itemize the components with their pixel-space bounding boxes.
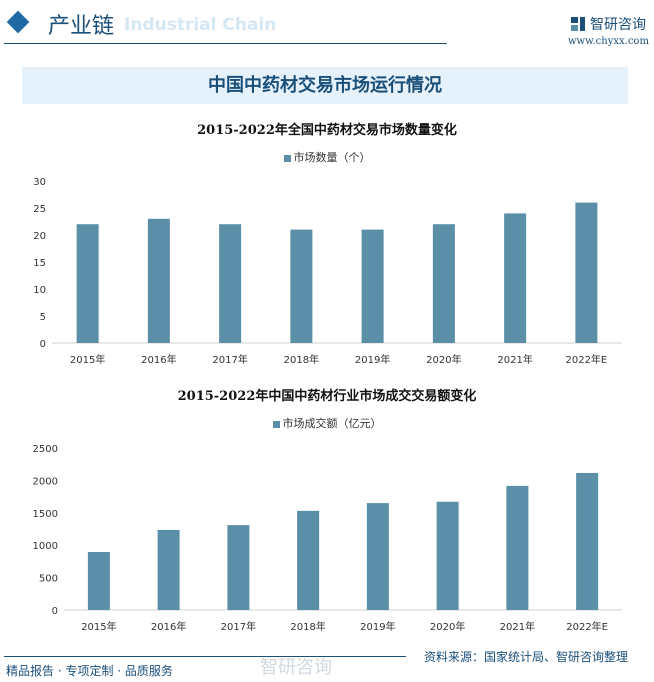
y-tick-label: 25 (33, 204, 46, 215)
x-tick-label: 2020年 (426, 353, 461, 366)
x-tick-label: 2015年 (81, 620, 116, 633)
x-tick-label: 2020年 (430, 620, 465, 633)
footer-divider (4, 656, 406, 657)
y-tick-label: 1500 (33, 509, 58, 520)
x-tick-label: 2016年 (141, 353, 176, 366)
chart1-legend: 市场数量（个） (0, 149, 654, 165)
x-tick-label: 2017年 (221, 620, 256, 633)
x-tick-label: 2015年 (70, 353, 105, 366)
source-note: 资料来源：国家统计局、智研咨询整理 (424, 650, 629, 664)
x-tick-label: 2021年 (500, 620, 535, 633)
bar (361, 229, 384, 343)
x-tick-label: 2016年 (151, 620, 186, 633)
y-tick-label: 30 (33, 177, 46, 188)
legend-label: 市场数量（个） (293, 151, 371, 164)
brand-logo: 智研咨询 (570, 14, 646, 34)
watermark-logo: 智研咨询 (260, 657, 332, 678)
y-tick-label: 2000 (33, 476, 58, 487)
y-tick-label: 0 (52, 606, 58, 617)
y-tick-label: 1000 (33, 541, 58, 552)
header-divider (4, 43, 447, 44)
chart1-plot: 0 5 10 15 20 25 30 2015年 2016年 2017年 2018年 2019年 202… (33, 177, 622, 366)
brand-url: www.chyxx.com (568, 36, 649, 47)
x-tick-label: 2019年 (355, 353, 390, 366)
brand-name: 智研咨询 (590, 17, 646, 33)
chart2-plot: 0 500 1000 1500 2000 2500 2015年 2016年 2017年 2018年… (33, 444, 622, 633)
bar (76, 224, 99, 343)
y-tick-label: 500 (39, 574, 58, 585)
x-tick-label: 2021年 (497, 353, 532, 366)
legend-swatch (272, 420, 280, 428)
x-tick-label: 2017年 (212, 353, 247, 366)
y-tick-label: 20 (33, 231, 46, 242)
x-tick-label: 2022年E (566, 620, 608, 633)
bar (147, 218, 170, 343)
bar (506, 485, 529, 610)
x-tick-label: 2018年 (290, 620, 325, 633)
bar (576, 472, 599, 610)
y-tick-label: 5 (40, 312, 46, 323)
y-tick-label: 10 (33, 285, 46, 296)
bar (157, 529, 180, 610)
diamond-icon (6, 10, 30, 34)
bar (87, 552, 110, 610)
brand-logo-icon (571, 17, 585, 31)
chart2-title: 2015-2022年中国中药材行业市场成交交易额变化 (177, 389, 477, 404)
section-subtitle-en: Industrial Chain (124, 15, 277, 35)
bar (219, 224, 242, 343)
y-tick-label: 15 (33, 258, 46, 269)
bar (436, 501, 459, 610)
bar (297, 510, 320, 610)
legend-swatch (283, 154, 291, 162)
y-tick-label: 2500 (33, 444, 58, 455)
x-tick-label: 2019年 (360, 620, 395, 633)
bar (504, 213, 527, 343)
x-tick-label: 2018年 (284, 353, 319, 366)
legend-label: 市场成交额（亿元） (282, 417, 382, 430)
bar (366, 503, 389, 610)
bar (575, 202, 598, 343)
bar (290, 229, 313, 343)
section-title: 产业链 (48, 14, 115, 39)
y-tick-label: 0 (40, 339, 46, 350)
chart2-legend: 市场成交额（亿元） (0, 415, 654, 431)
footer-slogan: 精品报告 · 专项定制 · 品质服务 (6, 664, 173, 678)
bar (432, 224, 455, 343)
banner-title: 中国中药材交易市场运行情况 (22, 67, 628, 104)
chart1-title: 2015-2022年全国中药材交易市场数量变化 (197, 123, 457, 138)
x-tick-label: 2022年E (565, 353, 607, 366)
bar (227, 525, 250, 610)
